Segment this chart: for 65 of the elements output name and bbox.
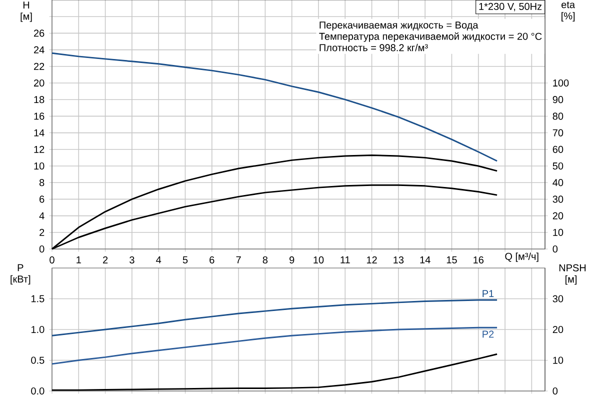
y2-tick-label: 40 [552,179,564,186]
x-tick-label: 5 [182,256,188,264]
y2-tick-label: 20 [552,212,564,220]
x-tick-label: 4 [156,256,162,264]
chart-title: 1*230 V, 50Hz [479,2,542,12]
y2-tick-label: 20 [552,326,564,334]
y2-tick-label: 10 [553,356,564,364]
x-tick-label: 7 [236,256,241,264]
x-tick-label: 13 [394,256,404,264]
annotation: Плотность = 998.2 кг/м³ [320,44,428,52]
x-tick-label: 2 [103,256,108,264]
y-tick-label: 0 [39,245,44,253]
x-tick-label: 15 [446,256,457,264]
y2-tick-label: 10 [553,228,564,236]
y2-tick-label: 70 [552,129,564,136]
y-tick-label: 26 [34,30,44,37]
x-tick-label: 12 [366,256,377,264]
y-tick-label: 1.5 [31,295,44,302]
y-tick-label: 1.0 [31,326,44,334]
y-tick-label: 22 [34,62,44,70]
series-label: P2 [482,330,494,338]
y-tick-label: 6 [40,196,44,203]
x-tick-label: 3 [130,256,134,264]
y-axis-title: P [кВт] [10,264,30,285]
x-tick-label: 8 [262,256,268,264]
y-tick-label: 20 [34,79,44,87]
y-tick-label: 2 [40,228,44,236]
y2-tick-label: 0 [552,245,558,253]
line-series [51,353,498,391]
x-tick-label: 10 [314,256,324,264]
y2-tick-label: 0 [552,387,558,395]
y-tick-label: 12 [34,146,44,153]
y-tick-label: 0.5 [31,356,44,364]
x-tick-label: 6 [210,256,214,264]
y-tick-label: 0.0 [31,387,44,395]
y2-tick-label: 80 [552,112,564,120]
x-tick-label: 0 [50,256,54,264]
y-tick-label: 4 [39,212,44,220]
y2-tick-label: 30 [552,196,564,203]
y2-tick-label: 30 [552,295,564,302]
x-tick-label: 14 [420,256,430,264]
y2-tick-label: 100 [553,79,569,87]
line-series [51,52,498,162]
y2-axis-title: NPSH [м] [559,264,586,285]
y-axis-title: H [м] [20,2,32,22]
y-tick-label: 14 [34,129,44,136]
y-tick-label: 24 [34,46,44,54]
series-label: P1 [482,290,494,298]
y2-tick-label: 50 [552,162,564,170]
annotation: Перекачиваемая жидкость = Вода [320,22,478,31]
x-tick-label: 9 [290,256,294,264]
y2-tick-label: 60 [552,146,564,153]
x-tick-label: 1 [76,256,81,264]
line-series [51,326,498,365]
y-tick-label: 16 [34,112,44,120]
x-tick-label: 11 [340,256,350,264]
line-series [51,299,498,336]
y-tick-label: 10 [34,162,44,170]
y-tick-label: 18 [34,96,44,104]
annotation: Температура перекачиваемой жидкости = 20 °C [319,32,542,42]
x-axis-title: Q [м³/ч] [505,252,538,262]
y-tick-label: 8 [40,179,44,186]
y2-axis-title: eta [%] [562,2,576,22]
y2-tick-label: 90 [552,96,564,104]
x-tick-label: 16 [474,256,484,264]
